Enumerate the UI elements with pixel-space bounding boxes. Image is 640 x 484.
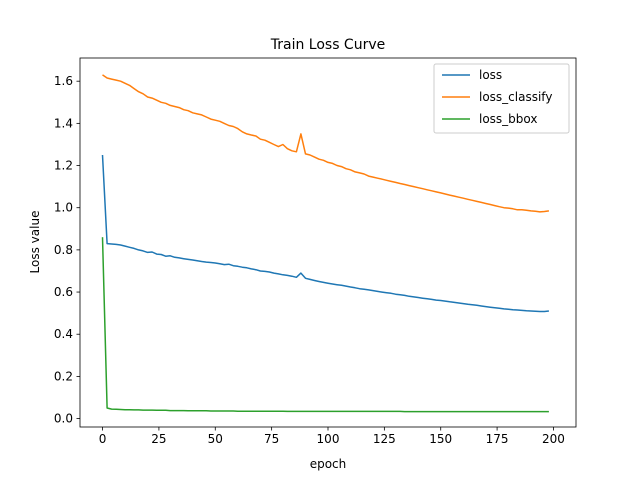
y-tick-label: 0.0 [54,412,73,426]
y-tick-label: 1.4 [54,116,73,130]
y-tick-label: 1.6 [54,74,73,88]
y-tick-label: 1.2 [54,159,73,173]
x-tick-label: 100 [317,432,340,446]
x-tick-label: 0 [99,432,107,446]
legend-label-loss-bbox: loss_bbox [479,112,538,126]
legend-label-loss: loss [479,68,502,82]
chart-title: Train Loss Curve [270,37,386,53]
x-tick-label: 25 [151,432,166,446]
x-axis-label: epoch [310,457,347,471]
plot-area: 0 25 50 75 100 125 150 175 200 0.0 0.2 0.4 0.6 0.8 1.0… [54,57,577,446]
y-tick-label: 0.4 [54,327,73,341]
x-tick-label: 150 [429,432,452,446]
y-tick-label: 0.6 [54,285,73,299]
legend-label-loss-classify: loss_classify [479,90,552,104]
x-tick-label: 50 [208,432,223,446]
legend-box [433,63,570,134]
y-axis-label: Loss value [28,211,42,274]
y-tick-label: 0.2 [54,369,73,383]
y-tick-label: 0.8 [54,243,73,257]
x-tick-label: 75 [264,432,279,446]
x-tick-label: 175 [486,432,509,446]
series-line-loss-bbox [101,237,549,413]
series-line-loss-classify [102,74,549,213]
series-line-loss [101,154,549,313]
x-tick-label: 200 [542,432,565,446]
y-tick-label: 1.0 [54,201,73,215]
x-tick-label: 125 [373,432,396,446]
